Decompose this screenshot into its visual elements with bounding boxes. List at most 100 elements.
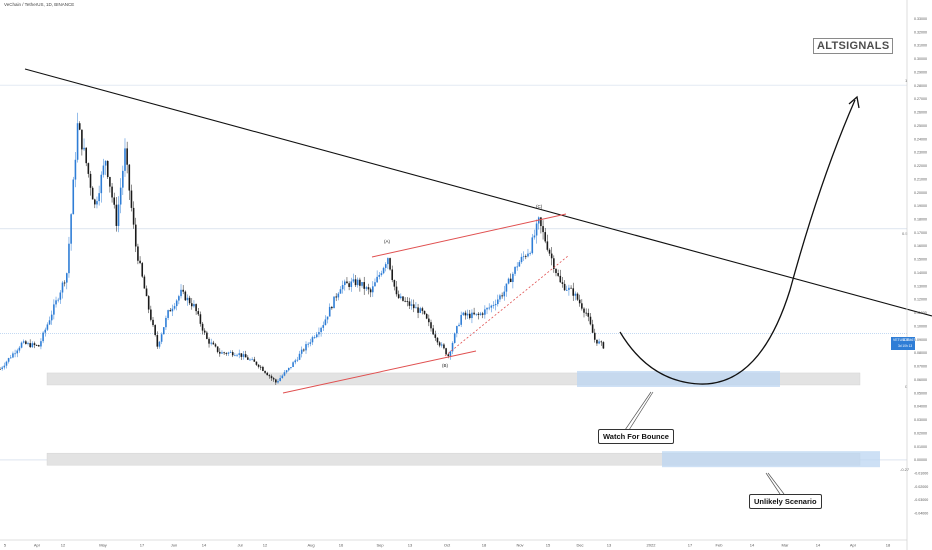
candle-body bbox=[488, 307, 490, 309]
candle-body bbox=[83, 147, 85, 150]
candle-body bbox=[113, 197, 116, 205]
candle-body bbox=[296, 359, 299, 361]
candle-body bbox=[147, 296, 150, 310]
candle-body bbox=[253, 359, 256, 362]
time-tick-label: 13 bbox=[607, 543, 612, 548]
price-tick-label: -0.04000 bbox=[914, 512, 928, 516]
channel-upper-line[interactable] bbox=[371, 213, 567, 258]
candle-body bbox=[514, 266, 516, 274]
fib-label-0-5: 0.5 bbox=[902, 231, 908, 236]
candle-body bbox=[425, 313, 428, 319]
zone-unlikely bbox=[662, 451, 880, 468]
price-tick-label: 0.06000 bbox=[914, 378, 927, 382]
candle-body bbox=[333, 296, 335, 309]
candle-body bbox=[402, 296, 404, 301]
candle-body bbox=[285, 370, 288, 373]
candle-body bbox=[499, 295, 501, 300]
price-tag-value: 0.08467 bbox=[903, 338, 915, 342]
candle-body bbox=[141, 263, 144, 277]
candle-body bbox=[219, 351, 221, 354]
time-tick-label: Aug bbox=[307, 543, 314, 548]
candle-body bbox=[507, 278, 510, 284]
watch-for-bounce-label[interactable]: Watch For Bounce bbox=[598, 429, 674, 444]
candle-body bbox=[59, 292, 62, 300]
candle-body bbox=[376, 276, 378, 283]
channel-dotted-line[interactable] bbox=[444, 255, 569, 357]
projection-curve[interactable] bbox=[619, 99, 856, 385]
candle-body bbox=[468, 313, 471, 319]
candle-body bbox=[322, 325, 325, 328]
candle-body bbox=[557, 273, 559, 276]
candle-body bbox=[512, 273, 514, 282]
candle-body bbox=[27, 343, 29, 344]
candle-body bbox=[404, 300, 406, 302]
candle-body bbox=[352, 279, 355, 282]
candle-body bbox=[72, 179, 75, 215]
candle-body bbox=[574, 293, 577, 296]
price-tag-symbol: VETUSDT bbox=[893, 338, 909, 342]
time-tick-label: Oct bbox=[444, 543, 451, 548]
candle-body bbox=[453, 333, 456, 343]
candle-body bbox=[96, 201, 98, 205]
candle-body bbox=[389, 258, 391, 270]
time-tick-label: 14 bbox=[202, 543, 207, 548]
candle-body bbox=[85, 147, 87, 164]
channel-lower-line[interactable] bbox=[282, 350, 477, 394]
time-tick-label: 15 bbox=[546, 543, 551, 548]
candle-body bbox=[132, 207, 135, 225]
candle-body bbox=[570, 287, 572, 289]
candle-body bbox=[481, 313, 484, 315]
candle-body bbox=[25, 341, 27, 344]
candle-body bbox=[600, 341, 603, 343]
candle-body bbox=[497, 299, 499, 305]
candle-body bbox=[158, 341, 161, 347]
price-tag-countdown: 3d 10h 13 bbox=[898, 344, 912, 348]
projection-arrowhead bbox=[848, 95, 860, 109]
candle-body bbox=[341, 285, 344, 290]
candle-body bbox=[328, 306, 331, 317]
fib-label-1: 1 bbox=[905, 78, 908, 83]
candle-body bbox=[350, 281, 353, 287]
price-tick-label: 0.04000 bbox=[914, 405, 927, 409]
candle-body bbox=[55, 300, 57, 305]
candle-body bbox=[563, 283, 566, 291]
candle-body bbox=[154, 325, 156, 336]
candle-body bbox=[139, 260, 141, 264]
candle-body bbox=[346, 281, 348, 284]
candle-body bbox=[602, 342, 605, 349]
unlikely-scenario-label[interactable]: Unlikely Scenario bbox=[749, 494, 822, 509]
candle-body bbox=[484, 309, 486, 315]
candle-body bbox=[503, 291, 506, 297]
candle-body bbox=[415, 307, 417, 309]
candle-body bbox=[231, 352, 234, 356]
altsignals-logo: ALTSIGNALS bbox=[813, 38, 894, 54]
time-tick-label: 14 bbox=[750, 543, 755, 548]
price-tick-label: 0.20000 bbox=[914, 191, 927, 195]
candle-body bbox=[53, 304, 55, 315]
target-zones bbox=[577, 370, 880, 468]
candle-body bbox=[359, 279, 361, 286]
candle-body bbox=[318, 332, 320, 335]
candle-body bbox=[516, 266, 518, 268]
candle-body bbox=[193, 304, 195, 307]
descending-trendline[interactable] bbox=[24, 68, 932, 317]
candle-body bbox=[1, 367, 3, 369]
candle-body bbox=[162, 327, 165, 335]
candle-body bbox=[432, 328, 434, 335]
candle-body bbox=[540, 217, 542, 227]
candle-body bbox=[212, 342, 215, 345]
candle-body bbox=[490, 305, 493, 308]
candle-body bbox=[94, 199, 96, 205]
candle-body bbox=[3, 365, 6, 368]
candle-body bbox=[419, 308, 422, 313]
candle-body bbox=[494, 304, 497, 306]
candle-body bbox=[98, 193, 100, 202]
candle-body bbox=[533, 235, 536, 238]
candle-body bbox=[9, 357, 12, 359]
price-tick-label: 0.27000 bbox=[914, 97, 927, 101]
candle-body bbox=[63, 282, 66, 284]
candle-body bbox=[37, 345, 40, 347]
candle-body bbox=[0, 368, 1, 370]
candle-body bbox=[178, 296, 180, 301]
